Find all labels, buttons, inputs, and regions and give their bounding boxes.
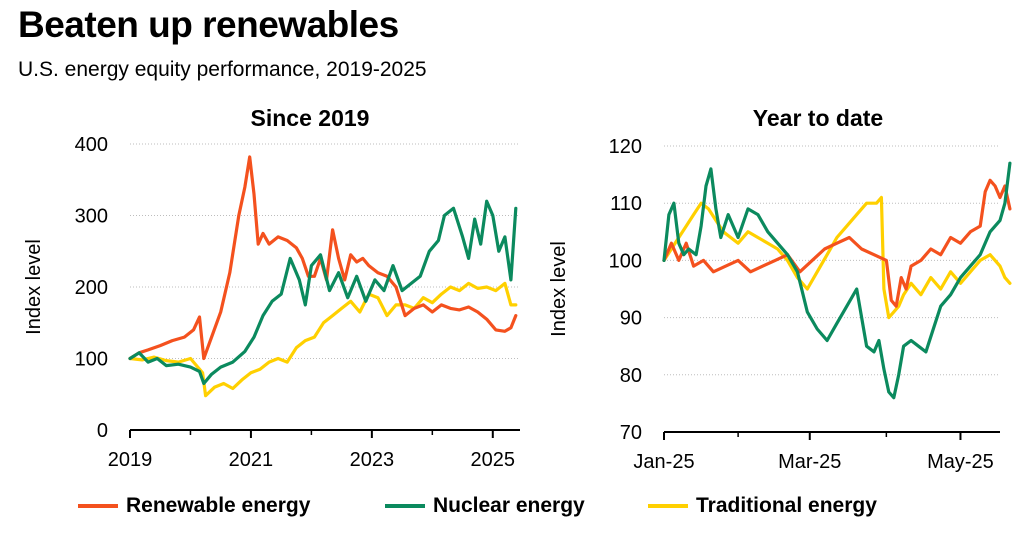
charts-canvas: Since 2019 0 100 200 300 400 Index level 2019 20… <box>23 105 1012 473</box>
chart-subtitle: U.S. energy equity performance, 2019-202… <box>18 58 427 81</box>
y-tick-label-since2019: 0 <box>97 420 108 442</box>
y-tick-label-ytd: 80 <box>620 365 642 387</box>
legend-item-renewable: Renewable energy <box>78 488 310 524</box>
legend-label-renewable: Renewable energy <box>126 494 311 517</box>
x-tick-label-since2019: 2023 <box>350 449 395 471</box>
series-line-renewable-ytd <box>662 178 1012 308</box>
y-tick-label-since2019: 300 <box>75 206 108 228</box>
y-tick-label-ytd: 90 <box>620 308 642 330</box>
panel-title-ytd: Year to date <box>753 105 883 131</box>
chart-panel-since2019: Since 2019 0 100 200 300 400 Index level 2019 20… <box>23 105 520 471</box>
panel-title-since2019: Since 2019 <box>251 105 370 131</box>
legend-swatch-renewable <box>78 504 118 508</box>
series-line-traditional-ytd <box>662 195 1012 320</box>
legend-item-traditional: Traditional energy <box>648 488 877 524</box>
y-tick-label-ytd: 120 <box>609 136 642 158</box>
series-line-nuclear-ytd <box>662 161 1012 400</box>
series-line-nuclear-since2019 <box>128 199 518 386</box>
y-tick-label-since2019: 400 <box>75 134 108 156</box>
x-tick-label-ytd: Mar-25 <box>778 451 841 473</box>
legend-item-nuclear: Nuclear energy <box>385 488 585 524</box>
legend: Renewable energy Nuclear energy Traditio… <box>0 488 1024 524</box>
x-tick-label-since2019: 2019 <box>108 449 153 471</box>
y-tick-label-ytd: 100 <box>609 250 642 272</box>
legend-label-nuclear: Nuclear energy <box>433 494 585 517</box>
chart-title: Beaten up renewables <box>18 4 399 45</box>
x-tick-label-since2019: 2021 <box>229 449 274 471</box>
y-tick-label-since2019: 100 <box>75 349 108 371</box>
series-line-traditional-since2019 <box>128 281 518 398</box>
legend-swatch-traditional <box>648 504 688 508</box>
chart-panel-ytd: Year to date 70 80 90 100 110 120 Index level Ja… <box>548 105 1012 473</box>
series-line-renewable-since2019 <box>128 155 518 361</box>
legend-swatch-nuclear <box>385 504 425 508</box>
y-tick-label-ytd: 110 <box>610 193 642 215</box>
y-tick-label-since2019: 200 <box>75 277 108 299</box>
y-tick-label-ytd: 70 <box>620 422 642 444</box>
x-tick-label-ytd: Jan-25 <box>633 451 694 473</box>
x-tick-label-since2019: 2025 <box>471 449 516 471</box>
x-tick-label-ytd: May-25 <box>927 451 994 473</box>
y-axis-label-ytd: Index level <box>548 241 570 337</box>
y-axis-label-since2019: Index level <box>23 239 45 335</box>
legend-label-traditional: Traditional energy <box>696 494 877 517</box>
